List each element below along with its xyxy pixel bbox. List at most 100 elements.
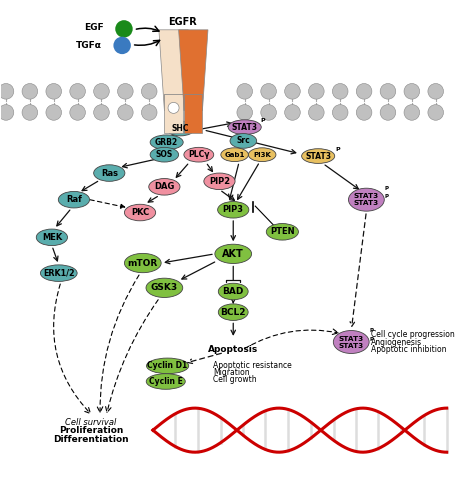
Circle shape [428, 83, 444, 99]
PathPatch shape [164, 94, 183, 133]
Ellipse shape [221, 148, 248, 161]
Text: Migration: Migration [213, 368, 250, 377]
Text: DAG: DAG [154, 182, 174, 191]
PathPatch shape [179, 30, 208, 110]
Circle shape [332, 105, 348, 120]
Ellipse shape [146, 358, 189, 374]
Circle shape [356, 105, 372, 120]
Circle shape [46, 105, 62, 120]
Text: Gab1: Gab1 [224, 152, 245, 158]
Text: MEK: MEK [42, 233, 62, 242]
PathPatch shape [159, 30, 188, 110]
Text: STAT3
STAT3: STAT3 STAT3 [354, 193, 379, 206]
Text: P: P [261, 118, 265, 122]
Text: Ras: Ras [101, 169, 118, 177]
Circle shape [261, 105, 276, 120]
Ellipse shape [149, 178, 180, 195]
Text: mTOR: mTOR [128, 258, 158, 268]
Circle shape [285, 105, 300, 120]
Text: Raf: Raf [66, 195, 82, 204]
Circle shape [404, 83, 419, 99]
Circle shape [309, 83, 324, 99]
Ellipse shape [333, 331, 369, 353]
Circle shape [237, 105, 253, 120]
Circle shape [168, 102, 179, 113]
Ellipse shape [184, 147, 214, 162]
Circle shape [285, 83, 300, 99]
Circle shape [0, 105, 14, 120]
Circle shape [0, 83, 14, 99]
Ellipse shape [266, 224, 299, 240]
Circle shape [141, 83, 157, 99]
Text: Apoptotic resistance: Apoptotic resistance [213, 362, 292, 370]
Text: P: P [370, 328, 374, 333]
Circle shape [380, 83, 396, 99]
Text: Cell cycle progression: Cell cycle progression [371, 330, 455, 339]
Ellipse shape [219, 283, 248, 300]
Circle shape [237, 83, 253, 99]
Circle shape [309, 105, 324, 120]
Ellipse shape [58, 191, 90, 208]
Circle shape [94, 83, 109, 99]
PathPatch shape [184, 94, 202, 133]
Text: Cell survival: Cell survival [65, 418, 117, 427]
Text: STAT3: STAT3 [305, 151, 331, 161]
Ellipse shape [146, 374, 185, 389]
Text: Cell growth: Cell growth [213, 375, 257, 384]
Text: PI3K: PI3K [253, 152, 271, 158]
Text: EGF: EGF [84, 24, 104, 32]
Text: Cyclin D1: Cyclin D1 [147, 362, 188, 370]
Text: P: P [335, 147, 340, 151]
Text: PLCγ: PLCγ [188, 150, 210, 159]
Text: P: P [385, 186, 389, 190]
Circle shape [380, 105, 396, 120]
Ellipse shape [301, 149, 335, 163]
Ellipse shape [228, 120, 261, 134]
Text: BCL2: BCL2 [220, 308, 246, 317]
Circle shape [404, 105, 419, 120]
Circle shape [113, 37, 131, 54]
Text: Cyclin E: Cyclin E [149, 377, 182, 386]
Text: ERK1/2: ERK1/2 [43, 268, 74, 278]
Text: Apoptotic inhibition: Apoptotic inhibition [371, 345, 447, 354]
Text: EGFR: EGFR [168, 16, 197, 27]
Text: TGFα: TGFα [76, 41, 101, 51]
Circle shape [332, 83, 348, 99]
Text: PIP2: PIP2 [209, 177, 230, 186]
Circle shape [70, 105, 85, 120]
Ellipse shape [218, 201, 249, 218]
Ellipse shape [215, 244, 252, 264]
Ellipse shape [36, 229, 67, 246]
Text: SOS: SOS [156, 150, 173, 159]
Ellipse shape [146, 278, 183, 297]
Text: Angiogenesis: Angiogenesis [371, 337, 422, 347]
Circle shape [22, 83, 37, 99]
Text: Apoptosis: Apoptosis [208, 345, 258, 354]
Text: Proliferation: Proliferation [59, 426, 123, 435]
Ellipse shape [150, 135, 183, 149]
Ellipse shape [248, 148, 276, 161]
Text: AKT: AKT [222, 249, 244, 259]
Text: PIP3: PIP3 [223, 205, 244, 214]
Circle shape [118, 105, 133, 120]
Text: PKC: PKC [131, 208, 149, 217]
Ellipse shape [230, 134, 256, 148]
Text: P: P [370, 336, 374, 342]
Text: STAT3
STAT3: STAT3 STAT3 [338, 335, 364, 348]
Circle shape [70, 83, 85, 99]
Text: Src: Src [237, 136, 250, 146]
Text: BAD: BAD [223, 287, 244, 296]
Circle shape [261, 83, 276, 99]
Ellipse shape [348, 188, 384, 211]
Text: P: P [385, 194, 389, 199]
Text: SHC: SHC [172, 124, 189, 133]
Text: Differentiation: Differentiation [53, 435, 129, 444]
Circle shape [428, 105, 444, 120]
Circle shape [94, 105, 109, 120]
Ellipse shape [125, 254, 161, 273]
Circle shape [115, 20, 133, 38]
Circle shape [118, 83, 133, 99]
Ellipse shape [94, 165, 125, 181]
FancyBboxPatch shape [184, 94, 202, 110]
Circle shape [22, 105, 37, 120]
